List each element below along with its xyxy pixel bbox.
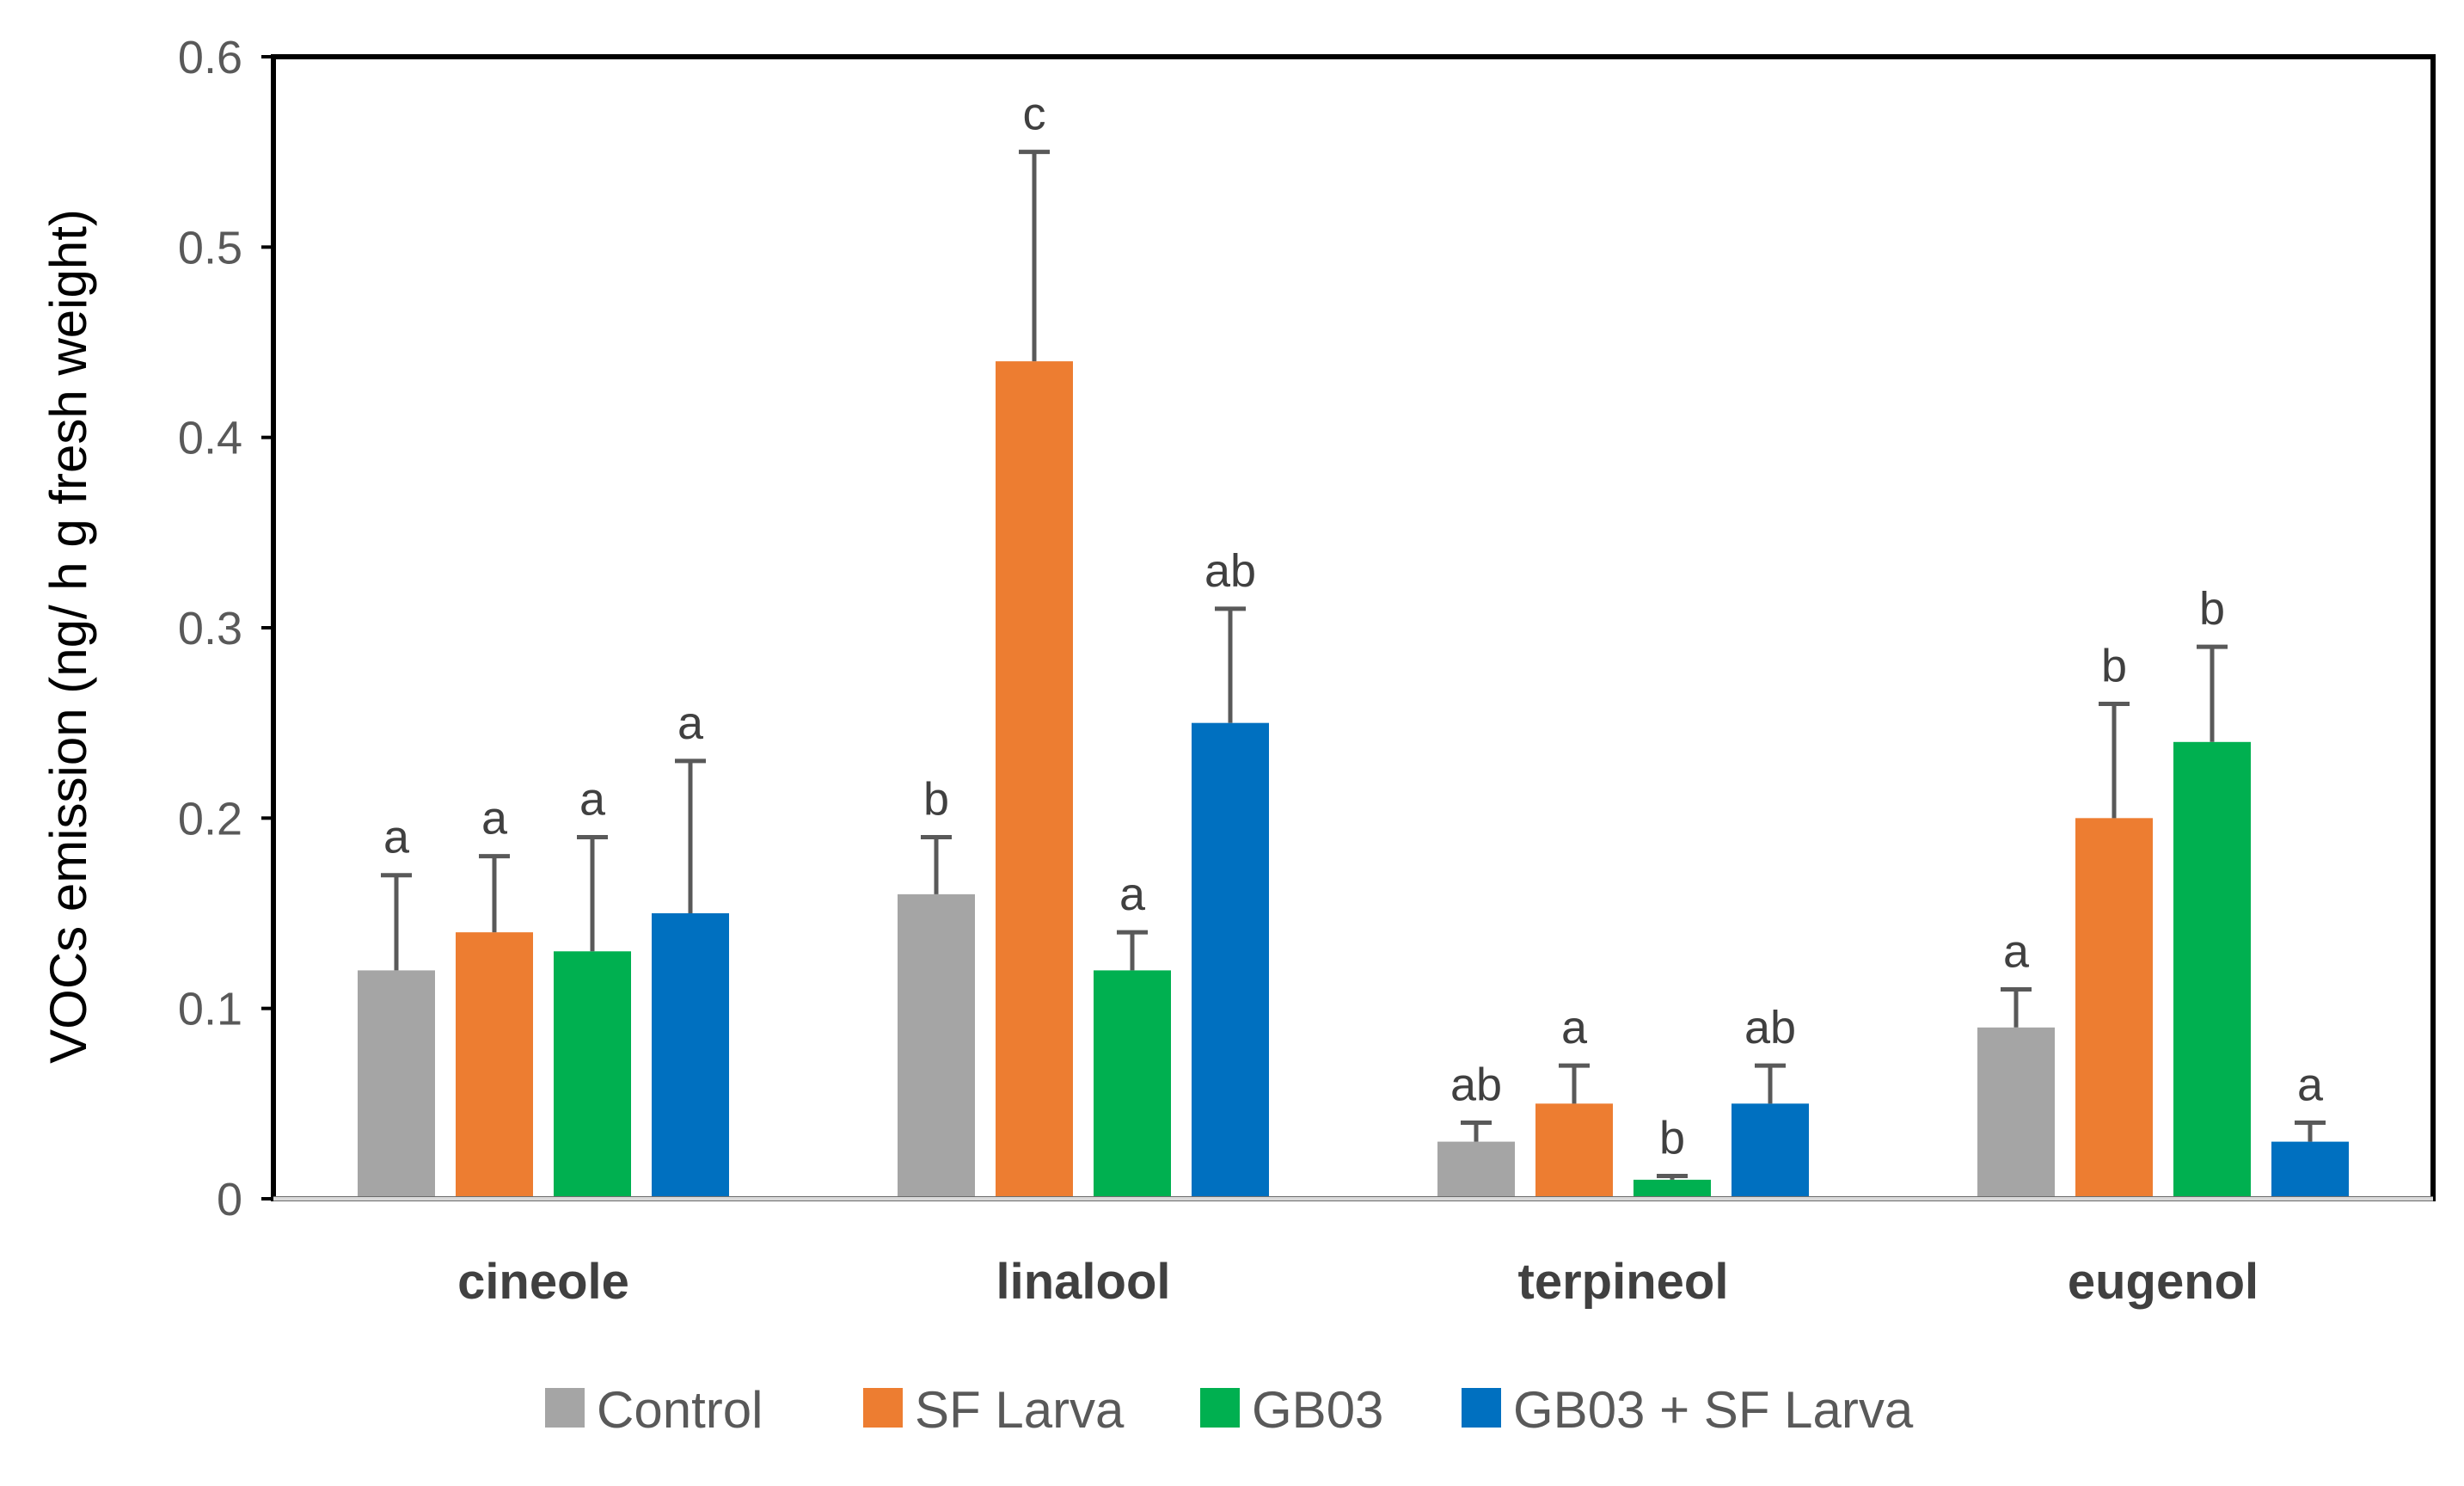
significance-label: c bbox=[1023, 89, 1046, 140]
legend-label: GB03 + SF Larva bbox=[1513, 1381, 1914, 1439]
bar-control-eugenol bbox=[1977, 1027, 2055, 1199]
significance-label: ab bbox=[1450, 1059, 1502, 1110]
significance-label: b bbox=[923, 773, 949, 825]
bar-control-linalool bbox=[898, 893, 975, 1199]
significance-label: a bbox=[579, 773, 606, 825]
x-category-label: linalool bbox=[996, 1254, 1171, 1310]
significance-label: a bbox=[1561, 1002, 1588, 1053]
bar-gb03-sf-larva-linalool bbox=[1192, 722, 1269, 1199]
significance-label: ab bbox=[1204, 545, 1256, 597]
y-tick-label: 0.3 bbox=[178, 603, 242, 654]
bar-gb03-eugenol bbox=[2173, 741, 2251, 1199]
bar-gb03-sf-larva-eugenol bbox=[2271, 1141, 2349, 1199]
legend-swatch bbox=[863, 1388, 903, 1428]
significance-label: a bbox=[481, 793, 508, 844]
legend-swatch bbox=[1462, 1388, 1501, 1428]
bar-control-terpineol bbox=[1437, 1141, 1515, 1199]
bar-gb03-linalool bbox=[1094, 970, 1171, 1199]
y-tick-label: 0.4 bbox=[178, 413, 242, 464]
significance-label: a bbox=[383, 812, 410, 863]
bar-sf-larva-terpineol bbox=[1535, 1103, 1613, 1199]
x-category-label: eugenol bbox=[2068, 1254, 2259, 1310]
legend-swatch bbox=[545, 1388, 585, 1428]
x-category-label: cineole bbox=[457, 1254, 629, 1310]
bar-sf-larva-linalool bbox=[996, 361, 1073, 1200]
bar-gb03-sf-larva-cineole bbox=[652, 913, 729, 1199]
significance-label: b bbox=[2101, 641, 2127, 692]
significance-label: b bbox=[1659, 1112, 1685, 1164]
significance-label: b bbox=[2199, 583, 2225, 635]
y-tick-label: 0 bbox=[217, 1174, 242, 1225]
significance-label: a bbox=[2003, 926, 2030, 978]
y-tick-label: 0.2 bbox=[178, 793, 242, 844]
bar-sf-larva-cineole bbox=[456, 932, 533, 1199]
bar-gb03-sf-larva-terpineol bbox=[1732, 1103, 1809, 1199]
bar-gb03-cineole bbox=[554, 951, 631, 1199]
significance-label: a bbox=[1119, 869, 1146, 920]
legend-label: Control bbox=[597, 1381, 763, 1439]
y-axis-title: VOCs emission (ng/ h g fresh weight) bbox=[40, 209, 97, 1064]
x-category-label: terpineol bbox=[1518, 1254, 1729, 1310]
y-tick-label: 0.6 bbox=[178, 32, 242, 83]
bar-control-cineole bbox=[358, 970, 435, 1199]
legend-swatch bbox=[1200, 1388, 1240, 1428]
significance-label: a bbox=[677, 697, 704, 749]
bar-sf-larva-eugenol bbox=[2075, 818, 2153, 1199]
y-tick-label: 0.5 bbox=[178, 222, 242, 273]
legend-label: GB03 bbox=[1252, 1381, 1383, 1439]
bar-gb03-terpineol bbox=[1633, 1179, 1711, 1199]
significance-label: a bbox=[2297, 1059, 2324, 1110]
legend-label: SF Larva bbox=[915, 1381, 1125, 1439]
y-tick-label: 0.1 bbox=[178, 984, 242, 1035]
significance-label: ab bbox=[1744, 1002, 1796, 1053]
